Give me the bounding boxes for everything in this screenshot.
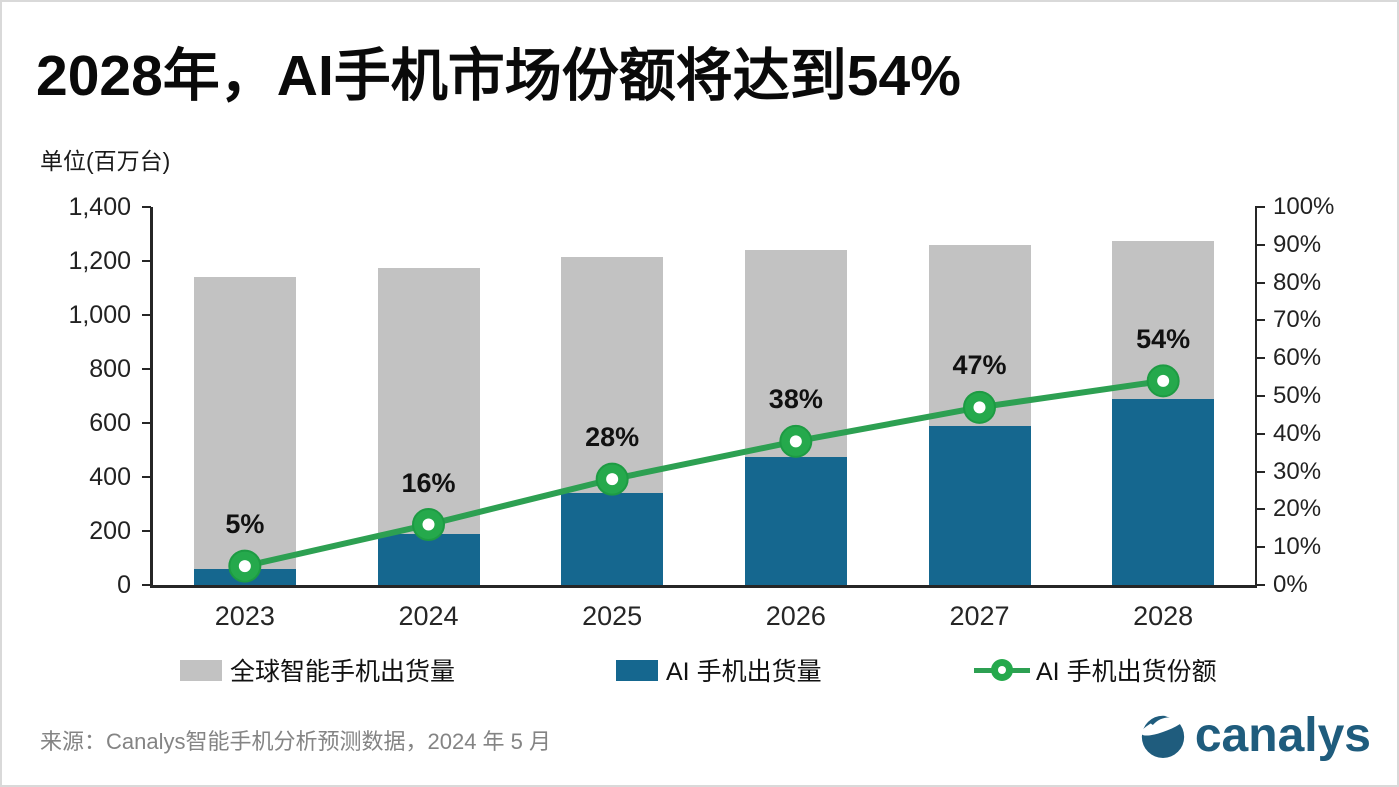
left-axis-tick-label: 800: [89, 355, 131, 383]
unit-label: 单位(百万台): [40, 148, 171, 174]
legend-item-ai-share: AI 手机出货份额: [974, 650, 1217, 690]
page-title: 2028年，AI手机市场份额将达到54%: [36, 44, 961, 108]
ai-shipments-bar: [377, 533, 480, 585]
legend-swatch-ai: [616, 659, 658, 681]
right-axis-tick-label: 20%: [1273, 495, 1322, 523]
left-axis-tick: [142, 476, 151, 478]
left-axis-tick: [142, 260, 151, 262]
ai-shipments-bar: [744, 456, 847, 585]
right-axis-tick-label: 10%: [1273, 533, 1322, 561]
left-axis-tick-label: 400: [89, 463, 131, 491]
right-axis-tick: [1255, 281, 1265, 284]
right-axis-tick: [1255, 243, 1265, 246]
chart-legend: 全球智能手机出货量 AI 手机出货量 AI 手机出货份额: [2, 650, 1397, 690]
right-axis-tick: [1255, 206, 1265, 208]
left-axis-tick: [142, 530, 151, 532]
share-data-label: 16%: [401, 467, 456, 498]
right-axis-tick-label: 60%: [1273, 344, 1322, 372]
canalys-logo-text: canalys: [1194, 709, 1371, 762]
right-axis-tick: [1255, 546, 1265, 549]
legend-label-total: 全球智能手机出货量: [230, 658, 456, 686]
canalys-logo: canalys: [1140, 708, 1371, 763]
share-line-marker-hole: [973, 401, 986, 414]
share-data-label: 5%: [225, 509, 265, 540]
legend-item-global-shipments: 全球智能手机出货量: [180, 650, 455, 690]
share-data-label: 47%: [952, 350, 1007, 381]
left-axis-tick: [142, 584, 151, 586]
right-axis-tick-label: 90%: [1273, 230, 1322, 258]
legend-swatch-total: [180, 659, 222, 681]
x-axis-label: 2025: [582, 601, 643, 631]
left-axis-tick-label: 1,400: [68, 193, 131, 221]
right-axis-tick-label: 80%: [1273, 268, 1322, 296]
legend-item-ai-shipments: AI 手机出货量: [616, 650, 822, 690]
right-axis-tick: [1255, 508, 1265, 511]
share-line-marker-hole: [238, 560, 251, 573]
x-axis-label: 2027: [949, 601, 1010, 631]
canalys-logo-icon: [1140, 713, 1185, 758]
ai-shipments-bar: [928, 425, 1031, 585]
share-line: [244, 377, 1164, 570]
left-axis-tick: [142, 314, 151, 316]
right-axis-tick: [1255, 357, 1265, 360]
share-data-label: 28%: [585, 422, 640, 453]
share-line-layer: [228, 364, 1180, 583]
left-axis-tick-label: 600: [89, 409, 131, 437]
left-axis-tick-label: 0: [117, 571, 131, 599]
share-line-marker-hole: [1157, 374, 1170, 387]
right-axis-tick: [1255, 432, 1265, 435]
share-data-label: 54%: [1136, 323, 1191, 354]
x-axis-label: 2024: [398, 601, 459, 631]
right-axis-tick-label: 40%: [1273, 419, 1322, 447]
share-data-label: 38%: [768, 384, 823, 415]
share-line-marker-hole: [606, 473, 619, 486]
right-axis-tick-label: 100%: [1273, 193, 1335, 220]
legend-label-ai: AI 手机出货量: [666, 658, 822, 686]
left-axis-tick: [142, 422, 151, 424]
left-axis-tick: [142, 368, 151, 370]
right-axis-tick-label: 0%: [1273, 571, 1308, 598]
x-axis-label: 2026: [765, 601, 826, 631]
x-axis-label: 2028: [1133, 601, 1194, 631]
right-axis-tick-label: 70%: [1273, 306, 1322, 334]
right-axis-tick: [1255, 395, 1265, 397]
left-axis-tick-label: 1,200: [68, 247, 131, 275]
share-line-marker-hole: [422, 518, 435, 531]
right-axis-tick-label: 50%: [1273, 382, 1322, 409]
source-note: 来源：Canalys智能手机分析预测数据，2024 年 5 月: [40, 729, 551, 754]
right-axis-tick: [1255, 584, 1265, 586]
right-axis-tick: [1255, 470, 1265, 473]
ai-shipments-bar: [561, 493, 664, 585]
legend-line-marker-icon: [974, 657, 1030, 683]
legend-label-share: AI 手机出货份额: [1036, 658, 1217, 686]
left-axis-tick-label: 200: [89, 517, 131, 545]
chart-plot-area: 0 200 400 600 800 1,000 1,200 1,400 0% 10% 20% 30% 4…: [68, 193, 1334, 631]
left-axis-tick: [142, 206, 151, 208]
x-axis-label: 2023: [214, 601, 275, 631]
right-axis-tick-label: 30%: [1273, 457, 1322, 485]
ai-shipments-bar: [1112, 398, 1215, 585]
global-shipments-bar: [193, 277, 296, 585]
share-line-marker-hole: [789, 435, 802, 448]
left-axis-tick-label: 1,000: [68, 301, 131, 329]
right-axis-tick: [1255, 319, 1265, 322]
